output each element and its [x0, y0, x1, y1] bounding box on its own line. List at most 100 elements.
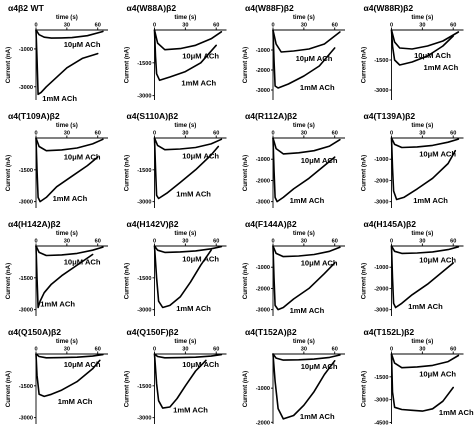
panel-6-trace-1mm-ach [153, 137, 220, 200]
panel-8-label-1mm-ach: 1mM ACh [413, 196, 448, 205]
panel-1-x-tick-60: 60 [95, 23, 101, 29]
panel-3-label-10-m-ach: 10μM ACh [296, 54, 333, 63]
panel-3-title: α4(W88F)β2 [245, 3, 294, 13]
panel-10-y-tick-1500: -1500 [137, 276, 151, 282]
panel-12-label-10-m-ach: 10μM ACh [419, 255, 456, 264]
panel-15-y-tick-1000: -1000 [256, 386, 270, 392]
panel-15-trace-10-m-ach [272, 353, 341, 361]
panel-6-x-tick-0: 0 [153, 131, 156, 137]
panel-14-xlabel: time (s) [174, 338, 196, 345]
panel-12-x-tick-30: 30 [419, 239, 425, 245]
panel-9-title: α4(H142A)β2 [8, 219, 61, 229]
panel-3-x-tick-60: 60 [332, 23, 338, 29]
panel-11-y-tick-3000: -3000 [256, 308, 270, 314]
panel-3-trace-10-m-ach [272, 29, 341, 53]
panel-1-x-tick-30: 30 [64, 23, 70, 29]
panel-15-trace-1mm-ach [272, 353, 336, 420]
panel-1-x-tick-0: 0 [34, 23, 37, 29]
panel-3-label-1mm-ach: 1mM ACh [300, 83, 335, 92]
panel-14-label-1mm-ach: 1mM ACh [173, 406, 208, 415]
panel-3-y-tick-3000: -3000 [256, 88, 270, 94]
panel-10-label-1mm-ach: 1mM ACh [176, 304, 211, 313]
panel-12-trace-10-m-ach [390, 245, 460, 255]
panel-14-x-tick-30: 30 [182, 347, 188, 353]
panel-5-xlabel: time (s) [56, 122, 78, 129]
panel-5-x-tick-0: 0 [34, 131, 37, 137]
panel-4-trace-1mm-ach [390, 29, 454, 66]
panel-5-x-tick-30: 30 [64, 131, 70, 137]
panel-3-x-tick-0: 0 [271, 23, 274, 29]
panel-9-y-tick-1500: -1500 [19, 276, 33, 282]
panel-8-y-tick-2000: -2000 [374, 178, 388, 184]
panel-8-xlabel: time (s) [411, 122, 433, 129]
panel-14-y-tick-3000: -3000 [137, 416, 151, 422]
panel-4-ylabel: Current (nA) [361, 47, 368, 83]
panel-11-label-10-m-ach: 10μM ACh [301, 259, 338, 268]
panel-15-xlabel: time (s) [293, 338, 315, 345]
panel-1-xlabel: time (s) [56, 14, 78, 21]
panel-9-x-tick-60: 60 [95, 239, 101, 245]
panel-16-label-1mm-ach: 1mM ACh [439, 408, 474, 417]
panel-1-y-tick-1000: -1000 [19, 47, 33, 53]
panel-3-y-tick-2000: -2000 [256, 68, 270, 74]
panel-1-y-tick-3000: -3000 [19, 85, 33, 91]
panel-7-x-tick-0: 0 [271, 131, 274, 137]
panel-2-y-tick-3000: -3000 [137, 94, 151, 100]
panel-10-title: α4(H142V)β2 [127, 219, 179, 229]
panel-16-x-tick-60: 60 [450, 347, 456, 353]
panel-8-label-10-m-ach: 10μM ACh [419, 150, 456, 159]
panel-13-ylabel: Current (nA) [5, 371, 12, 407]
panel-11-trace-1mm-ach [272, 245, 336, 311]
panel-12-x-tick-60: 60 [450, 239, 456, 245]
panel-5-ylabel: Current (nA) [5, 155, 12, 191]
panel-5-title: α4(T109A)β2 [8, 111, 60, 121]
panel-14-trace-1mm-ach [153, 353, 207, 409]
panel-6-y-tick-3000: -3000 [137, 200, 151, 206]
panel-6-x-tick-60: 60 [213, 131, 219, 137]
panel-1-trace-1mm-ach [35, 29, 99, 96]
panel-8-trace-10-m-ach [390, 137, 460, 149]
panel-9-x-tick-30: 30 [64, 239, 70, 245]
panel-12-label-1mm-ach: 1mM ACh [408, 302, 443, 311]
panel-7-y-tick-2000: -2000 [256, 178, 270, 184]
panel-2-y-tick-1500: -1500 [137, 61, 151, 67]
panel-9-trace-1mm-ach [35, 245, 94, 309]
panel-9-label-1mm-ach: 1mM ACh [40, 300, 75, 309]
panel-8-x-tick-0: 0 [390, 131, 393, 137]
panel-4-trace-10-m-ach [390, 29, 460, 50]
panel-12-xlabel: time (s) [411, 230, 433, 237]
panel-7-ylabel: Current (nA) [242, 155, 249, 191]
panel-10-y-tick-3000: -3000 [137, 308, 151, 314]
panel-7-title: α4(R112A)β2 [245, 111, 297, 121]
panel-1: α4β2 WT time (s) 0 30 60 -1000 -3000 Current (n… [5, 3, 108, 103]
panel-8-ylabel: Current (nA) [361, 155, 368, 191]
panel-7-x-tick-60: 60 [332, 131, 338, 137]
panel-14-ylabel: Current (nA) [124, 371, 131, 407]
panel-11-x-tick-30: 30 [301, 239, 307, 245]
panel-11-x-tick-0: 0 [271, 239, 274, 245]
panel-11-trace-10-m-ach [272, 245, 341, 258]
panel-16-y-tick-1500: -1500 [374, 375, 388, 381]
panel-6-trace-10-m-ach [153, 137, 223, 151]
panel-15-x-tick-60: 60 [332, 347, 338, 353]
panel-16-x-tick-30: 30 [419, 347, 425, 353]
panel-2-title: α4(W88A)β2 [127, 3, 177, 13]
panel-11-title: α4(F144A)β2 [245, 219, 297, 229]
panel-6-ylabel: Current (nA) [124, 155, 131, 191]
panel-5-trace-1mm-ach [35, 137, 99, 203]
panel-1-title: α4β2 WT [8, 3, 45, 13]
panel-4-x-tick-30: 30 [419, 23, 425, 29]
panel-8-x-tick-30: 30 [419, 131, 425, 137]
panel-7-x-tick-30: 30 [301, 131, 307, 137]
panel-3-x-tick-30: 30 [301, 23, 307, 29]
panel-9-ylabel: Current (nA) [5, 263, 12, 299]
panel-13-trace-1mm-ach [35, 353, 101, 398]
panel-2-ylabel: Current (nA) [124, 47, 131, 83]
panel-16-ylabel: Current (nA) [361, 371, 368, 407]
panel-13-x-tick-0: 0 [34, 347, 37, 353]
